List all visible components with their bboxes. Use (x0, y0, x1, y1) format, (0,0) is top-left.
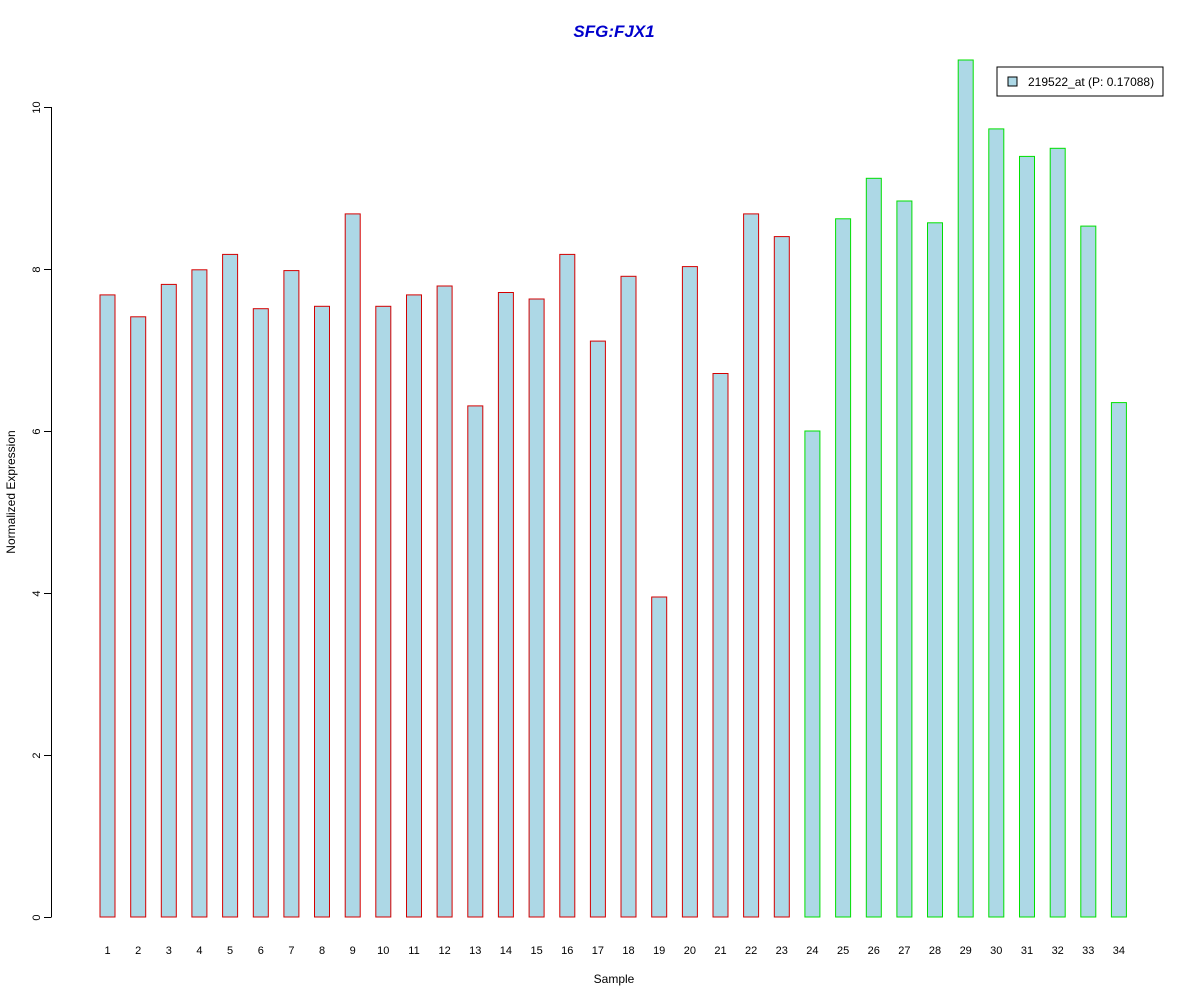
y-tick-label: 2 (31, 752, 43, 758)
x-tick-label: 9 (350, 945, 356, 957)
x-tick-label: 14 (500, 945, 512, 957)
bar (344, 213, 361, 918)
bar (160, 283, 177, 918)
x-tick-label: 10 (377, 945, 389, 957)
x-tick-label: 34 (1113, 945, 1125, 957)
bar (528, 298, 545, 918)
bars-layer (99, 59, 1127, 918)
x-tick-label: 4 (196, 945, 202, 957)
bar (804, 430, 821, 918)
x-axis-title: Sample (594, 972, 635, 986)
x-tick-label: 16 (561, 945, 573, 957)
bar (835, 218, 852, 918)
bar (1019, 155, 1035, 918)
x-tick-label: 21 (714, 945, 726, 957)
bar (651, 596, 668, 918)
legend: 219522_at (P: 0.17088) (996, 66, 1164, 97)
bar (467, 405, 484, 918)
y-tick-label: 6 (31, 428, 43, 434)
x-tick-label: 1 (104, 945, 110, 957)
y-axis-title: Normalized Expression (4, 430, 18, 553)
x-tick-label: 11 (408, 945, 419, 957)
legend-swatch (1007, 76, 1018, 87)
bar (957, 59, 974, 918)
bar (191, 269, 208, 918)
x-tick-label: 20 (684, 945, 696, 957)
x-tick-label: 26 (868, 945, 880, 957)
bar (222, 253, 239, 918)
x-tick-label: 19 (653, 945, 665, 957)
axes-layer: 0 2 4 6 8 10 (31, 101, 52, 921)
x-tick-label: 27 (898, 945, 910, 957)
x-tick-labels-layer: 1 2 3 4 5 6 7 8 9 10 11 12 13 14 15 16 17 18 19 20 21 22 23 24 2… (104, 945, 1125, 957)
x-tick-label: 15 (530, 945, 542, 957)
x-tick-label: 30 (990, 945, 1002, 957)
bar (1080, 225, 1097, 918)
x-tick-label: 29 (960, 945, 972, 957)
bar (1049, 147, 1066, 918)
x-tick-label: 2 (135, 945, 141, 957)
bar (896, 200, 913, 918)
x-tick-label: 25 (837, 945, 849, 957)
y-tick-label: 0 (31, 914, 43, 920)
bar (559, 253, 576, 918)
x-tick-label: 17 (592, 945, 604, 957)
bar (743, 213, 760, 918)
x-tick-label: 6 (258, 945, 264, 957)
x-tick-label: 12 (438, 945, 450, 957)
y-tick-label: 10 (31, 101, 43, 113)
bar (99, 294, 116, 918)
x-tick-label: 33 (1082, 945, 1094, 957)
x-tick-label: 32 (1052, 945, 1064, 957)
bar (589, 340, 606, 918)
x-tick-label: 3 (166, 945, 172, 957)
bar (375, 305, 392, 918)
x-tick-label: 13 (469, 945, 481, 957)
x-tick-label: 22 (745, 945, 757, 957)
bar (712, 373, 729, 918)
bar (406, 294, 422, 918)
bar (681, 266, 698, 918)
legend-label: 219522_at (P: 0.17088) (1028, 75, 1154, 89)
bar (252, 308, 269, 918)
bar (130, 316, 147, 918)
x-tick-label: 7 (288, 945, 294, 957)
bar (865, 177, 882, 918)
x-tick-label: 18 (622, 945, 634, 957)
bar (988, 128, 1005, 918)
bar (497, 292, 514, 918)
bar (927, 222, 943, 918)
bar (620, 275, 637, 918)
x-tick-label: 28 (929, 945, 941, 957)
bar (283, 270, 300, 918)
x-tick-label: 24 (806, 945, 818, 957)
bar (314, 305, 330, 918)
x-tick-label: 8 (319, 945, 325, 957)
x-tick-label: 31 (1021, 945, 1033, 957)
bar (773, 236, 790, 918)
x-tick-label: 23 (776, 945, 788, 957)
bar (436, 285, 453, 918)
y-tick-label: 4 (31, 590, 43, 596)
chart-title: SFG:FJX1 (573, 22, 654, 41)
bar (1110, 402, 1127, 918)
y-tick-label: 8 (31, 266, 43, 272)
legend-box (996, 66, 1164, 97)
x-tick-label: 5 (227, 945, 233, 957)
